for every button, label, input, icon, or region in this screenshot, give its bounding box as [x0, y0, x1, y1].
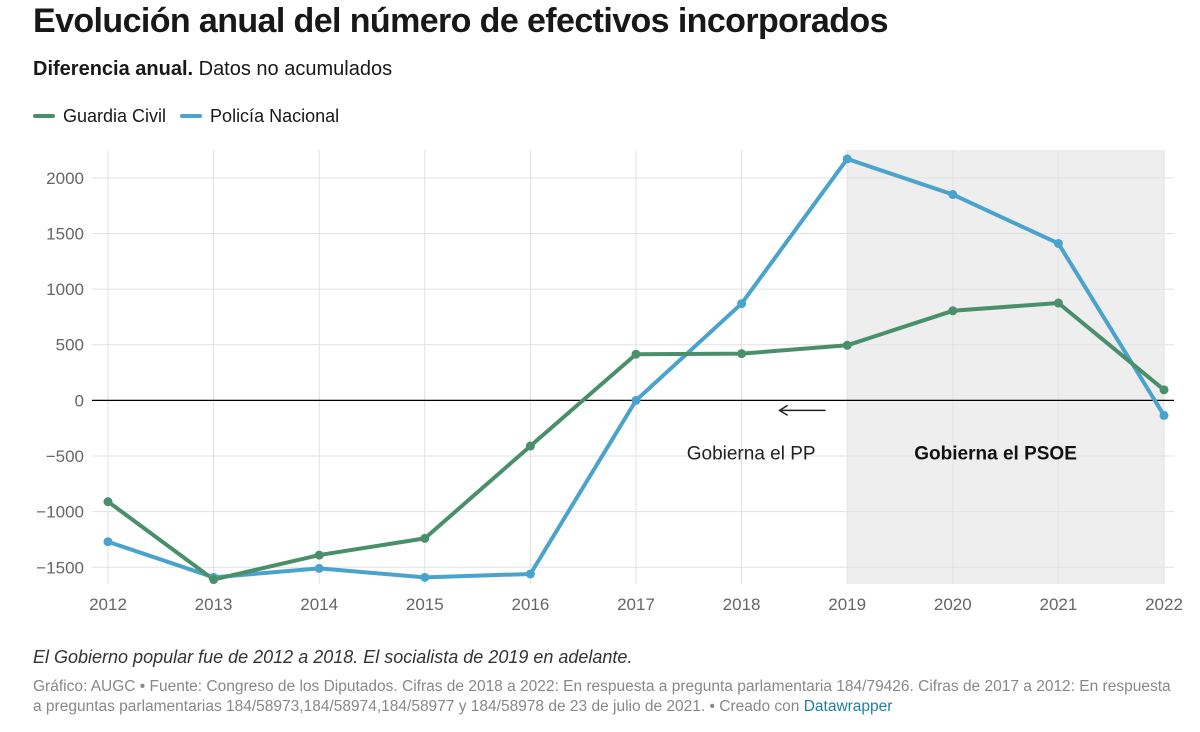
data-point-policia-nacional — [631, 395, 641, 405]
x-tick-label: 2014 — [300, 595, 338, 614]
data-point-policia-nacional — [314, 563, 324, 573]
data-point-policia-nacional — [525, 569, 535, 579]
data-point-policia-nacional — [737, 299, 747, 309]
data-point-policia-nacional — [948, 190, 958, 200]
data-point-guardia-civil — [525, 441, 535, 451]
chart-title: Evolución anual del número de efectivos … — [33, 2, 888, 40]
x-tick-label: 2015 — [406, 595, 444, 614]
data-point-guardia-civil — [420, 533, 430, 543]
legend-item-0: Guardia Civil — [33, 106, 166, 127]
y-tick-label: 1000 — [46, 280, 84, 299]
footer-source: Gráfico: AUGC • Fuente: Congreso de los … — [33, 678, 1171, 715]
y-tick-label: −1500 — [36, 558, 84, 577]
x-tick-label: 2019 — [828, 595, 866, 614]
legend: Guardia Civil Policía Nacional — [33, 104, 353, 128]
data-point-guardia-civil — [842, 340, 852, 350]
legend-swatch — [180, 114, 203, 118]
data-point-guardia-civil — [314, 550, 324, 560]
annotation-psoe: Gobierna el PSOE — [914, 443, 1077, 464]
psoe-shaded-region — [847, 150, 1164, 584]
y-tick-label: −500 — [46, 447, 84, 466]
line-chart: 2000 1500 1000 500 0 −500 −1000 −1500 2012 2013 20… — [36, 150, 1183, 614]
x-tick-label: 2013 — [195, 595, 233, 614]
legend-swatch — [33, 114, 55, 118]
legend-label: Guardia Civil — [63, 105, 167, 126]
chart-footer: Gráfico: AUGC • Fuente: Congreso de los … — [33, 677, 1173, 717]
legend-item-1: Policía Nacional — [180, 106, 339, 127]
x-tick-label: 2012 — [89, 595, 127, 614]
x-tick-label: 2016 — [511, 595, 549, 614]
y-tick-label: 500 — [56, 336, 84, 355]
y-tick-label: 1500 — [46, 224, 84, 243]
data-point-guardia-civil — [948, 306, 958, 316]
y-tick-label: 0 — [75, 391, 84, 410]
data-point-guardia-civil — [209, 575, 219, 585]
data-point-guardia-civil — [631, 349, 641, 359]
y-tick-label: −1000 — [36, 503, 84, 522]
data-point-policia-nacional — [1159, 410, 1169, 420]
subtitle-bold: Diferencia anual. — [33, 58, 194, 80]
chart-subtitle: Diferencia anual. Datos no acumulados — [33, 58, 392, 81]
x-tick-label: 2021 — [1039, 595, 1077, 614]
x-tick-label: 2022 — [1145, 595, 1183, 614]
subtitle-rest: Datos no acumulados — [193, 58, 393, 80]
y-tick-label: 2000 — [46, 169, 84, 188]
x-tick-label: 2020 — [934, 595, 972, 614]
legend-label: Policía Nacional — [210, 105, 340, 126]
x-tick-label: 2017 — [617, 595, 655, 614]
data-point-guardia-civil — [737, 349, 747, 359]
data-point-guardia-civil — [1159, 385, 1169, 395]
annotation-pp: Gobierna el PP — [687, 443, 816, 464]
chart-note: El Gobierno popular fue de 2012 a 2018. … — [33, 647, 633, 667]
datawrapper-link[interactable]: Datawrapper — [803, 698, 893, 715]
pp-arrow-head — [778, 404, 788, 417]
data-point-policia-nacional — [842, 154, 852, 164]
data-point-policia-nacional — [1053, 238, 1063, 248]
x-tick-label: 2018 — [723, 595, 761, 614]
data-point-guardia-civil — [103, 497, 113, 507]
data-point-policia-nacional — [420, 572, 430, 582]
data-point-policia-nacional — [103, 537, 113, 547]
data-point-guardia-civil — [1053, 298, 1063, 308]
